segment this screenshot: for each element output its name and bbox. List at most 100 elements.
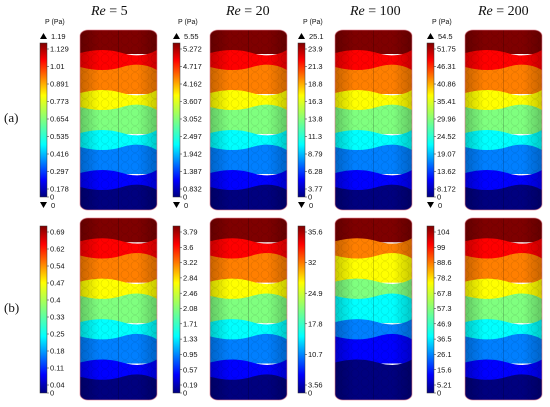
tick-label: 0.178 xyxy=(50,185,69,194)
legend-unit: P (Pa) xyxy=(178,19,198,26)
contour-panels xyxy=(79,29,543,401)
legend-unit: P (Pa) xyxy=(432,19,452,26)
tick-label: 2.08 xyxy=(183,304,198,313)
colorbar xyxy=(297,42,306,198)
tick-label: 3.22 xyxy=(183,258,198,267)
tick-label: 0.297 xyxy=(50,167,69,176)
legend-min: 0 xyxy=(184,201,188,210)
color-legend: P (Pa) 25.1 0 23.9 21.3 18.8 16.3 13.8 11.3 8.79 6… xyxy=(297,19,324,210)
color-legend: P (Pa) 5.55 0 5.272 4.717 4.162 3.607 3.052 2.49… xyxy=(172,19,202,210)
min-triangle-icon xyxy=(298,202,305,208)
min-triangle-icon xyxy=(173,202,180,208)
tick-label: 0 xyxy=(183,389,187,398)
column-title: Re = 5 xyxy=(90,4,128,19)
tick-label: 8.79 xyxy=(308,150,323,159)
tick-label: 8.172 xyxy=(437,185,456,194)
tick-label: 51.75 xyxy=(437,45,456,54)
tick-label: 2.84 xyxy=(183,274,198,283)
tick-label: 24.52 xyxy=(437,132,456,141)
tick-label: 0 xyxy=(308,389,312,398)
tick-label: 0 xyxy=(183,193,187,202)
tick-label: 26.1 xyxy=(437,350,452,359)
tick-label: 19.07 xyxy=(437,150,456,159)
tick-label: 1.942 xyxy=(183,150,202,159)
tick-label: 0.891 xyxy=(50,80,69,89)
tick-label: 36.5 xyxy=(437,335,452,344)
legend-max: 54.5 xyxy=(438,32,453,41)
tick-label: 0.832 xyxy=(183,185,202,194)
contour-panel xyxy=(464,217,543,401)
tick-label: 0.04 xyxy=(50,381,65,390)
legend-max: 5.55 xyxy=(184,32,199,41)
colorbar xyxy=(426,225,435,394)
tick-label: 3.56 xyxy=(308,381,323,390)
contour-panel xyxy=(334,217,413,401)
tick-label: 35.6 xyxy=(308,228,323,237)
color-legend: 104 99 88.6 78.2 67.8 57.3 46.9 36.5 26.1 15.6 5.2… xyxy=(426,225,452,398)
column-title: Re = 100 xyxy=(349,4,401,19)
tick-label: 3.77 xyxy=(308,185,323,194)
tick-label: 0.535 xyxy=(50,132,69,141)
color-legend: 3.79 3.6 3.22 2.84 2.46 2.08 1.71 1.33 0.95 0.57 0… xyxy=(172,225,198,398)
legend-max: 1.19 xyxy=(51,32,66,41)
color-legend: P (Pa) 54.5 0 51.75 46.31 40.86 35.41 29.96 24.5… xyxy=(426,19,456,210)
column-title: Re = 200 xyxy=(477,4,529,19)
colorbar xyxy=(172,225,181,394)
tick-label: 0.11 xyxy=(50,364,64,373)
tick-label: 24.9 xyxy=(308,289,323,298)
tick-label: 0 xyxy=(308,193,312,202)
column-titles: Re = 5 Re = 20 Re = 100 Re = 200 xyxy=(90,4,529,19)
color-legend: P (Pa) 1.19 0 1.129 1.01 0.891 0.773 0.654 0.535… xyxy=(39,19,69,210)
tick-label: 5.21 xyxy=(437,381,452,390)
color-legend: 35.6 32 24.9 17.8 10.7 3.560 xyxy=(297,225,323,398)
colorbar xyxy=(172,42,181,198)
tick-label: 16.3 xyxy=(308,97,323,106)
tick-label: 46.31 xyxy=(437,62,456,71)
tick-label: 5.272 xyxy=(183,45,202,54)
tick-label: 2.497 xyxy=(183,132,202,141)
contour-panel xyxy=(334,29,413,211)
max-triangle-icon xyxy=(298,33,305,39)
legend-min: 0 xyxy=(309,201,313,210)
tick-label: 99 xyxy=(437,243,445,252)
tick-label: 0.773 xyxy=(50,97,69,106)
color-legends: P (Pa) 1.19 0 1.129 1.01 0.891 0.773 0.654 0.535… xyxy=(39,19,456,398)
tick-label: 13.62 xyxy=(437,167,456,176)
tick-label: 32 xyxy=(308,258,316,267)
max-triangle-icon xyxy=(427,33,434,39)
tick-label: 0.18 xyxy=(50,347,65,356)
tick-label: 0 xyxy=(50,389,54,398)
tick-label: 23.9 xyxy=(308,45,323,54)
column-title: Re = 20 xyxy=(225,4,270,19)
tick-label: 0 xyxy=(437,193,441,202)
tick-label: 0.57 xyxy=(183,365,198,374)
tick-label: 0.69 xyxy=(50,228,65,237)
tick-label: 17.8 xyxy=(308,319,323,328)
tick-label: 13.8 xyxy=(308,115,323,124)
colorbar xyxy=(426,42,435,198)
tick-label: 3.6 xyxy=(183,243,193,252)
contour-panel xyxy=(79,29,158,211)
max-triangle-icon xyxy=(173,33,180,39)
tick-label: 3.79 xyxy=(183,228,198,237)
row-label: (a) xyxy=(4,110,18,125)
contour-panel xyxy=(464,29,543,211)
legend-min: 0 xyxy=(438,201,442,210)
tick-label: 18.8 xyxy=(308,80,323,89)
tick-label: 0.19 xyxy=(183,381,198,390)
tick-label: 15.6 xyxy=(437,365,452,374)
legend-unit: P (Pa) xyxy=(303,19,323,26)
tick-label: 88.6 xyxy=(437,258,452,267)
max-triangle-icon xyxy=(40,33,47,39)
colorbar xyxy=(39,225,48,394)
tick-label: 0.4 xyxy=(50,296,60,305)
tick-label: 1.129 xyxy=(50,45,69,54)
row-labels: (a) (b) xyxy=(4,110,19,315)
tick-label: 0.33 xyxy=(50,313,65,322)
tick-label: 3.052 xyxy=(183,115,202,124)
tick-label: 0.62 xyxy=(50,245,65,254)
min-triangle-icon xyxy=(40,202,47,208)
tick-label: 2.46 xyxy=(183,289,198,298)
tick-label: 6.28 xyxy=(308,167,323,176)
tick-label: 0.654 xyxy=(50,115,69,124)
